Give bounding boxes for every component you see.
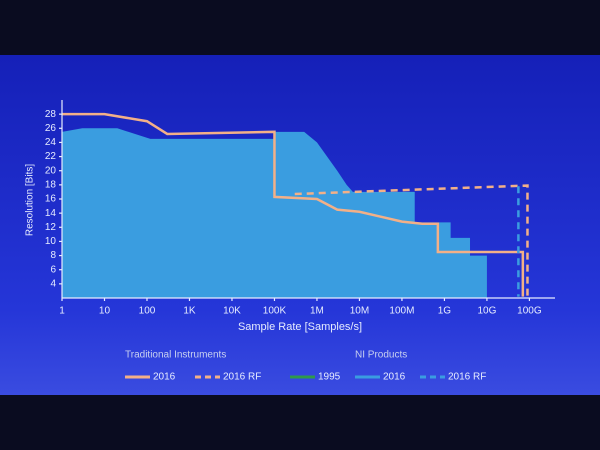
plot: 4 6 8 10 12 14 16 18 20 22 24 26 28 1 10 100 1K 10K 100K 1M… [45, 100, 555, 317]
x-tick-label: 1 [59, 306, 65, 317]
y-tick-label: 22 [45, 151, 57, 162]
x-tick-label: 1G [438, 306, 452, 317]
legend-label: 2016 [153, 372, 176, 383]
legend-label: 2016 RF [223, 372, 261, 383]
legend-title: Traditional Instruments [125, 350, 226, 361]
y-tick-label: 16 [45, 194, 57, 205]
y-tick-label: 6 [50, 264, 56, 275]
x-axis-label: Sample Rate [Samples/s] [238, 321, 362, 333]
y-tick-label: 26 [45, 123, 57, 134]
y-tick-label: 8 [50, 250, 56, 261]
x-tick-label: 10K [223, 306, 241, 317]
x-tick-label: 1K [183, 306, 196, 317]
x-tick-label: 1M [310, 306, 324, 317]
x-tick-label: 100 [139, 306, 156, 317]
y-tick-label: 10 [45, 236, 57, 247]
area [62, 128, 487, 298]
legend-label: 2016 RF [448, 372, 486, 383]
y-tick-label: 28 [45, 109, 57, 120]
x-tick-label: 100M [389, 306, 414, 317]
legend-label: 1995 [318, 372, 341, 383]
y-tick-label: 20 [45, 165, 57, 176]
y-axis-label: Resolution [Bits] [25, 164, 36, 236]
legend: Traditional Instruments 2016 2016 RF NI Pro… [125, 350, 486, 383]
x-tick-label: 10G [477, 306, 496, 317]
x-tick-label: 100G [517, 306, 542, 317]
y-tick-label: 14 [45, 208, 57, 219]
y-tick-label: 4 [50, 278, 56, 289]
x-tick-label: 10 [99, 306, 111, 317]
y-tick-label: 12 [45, 222, 57, 233]
x-tick-label: 10M [350, 306, 369, 317]
line [294, 184, 529, 297]
line [62, 112, 525, 297]
y-tick-label: 24 [45, 137, 57, 148]
legend-title: NI Products [355, 350, 407, 361]
x-tick-label: 100K [263, 306, 287, 317]
y-tick-label: 18 [45, 179, 57, 190]
legend-label: 2016 [383, 372, 406, 383]
